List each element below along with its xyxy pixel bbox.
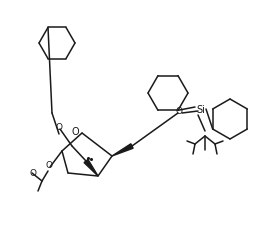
Text: O: O <box>55 123 63 133</box>
Polygon shape <box>84 160 98 176</box>
Polygon shape <box>112 144 133 156</box>
Text: O: O <box>175 107 183 115</box>
Text: O: O <box>45 161 52 170</box>
Text: O: O <box>71 127 79 137</box>
Text: O: O <box>29 169 36 179</box>
Text: Si: Si <box>197 105 205 115</box>
